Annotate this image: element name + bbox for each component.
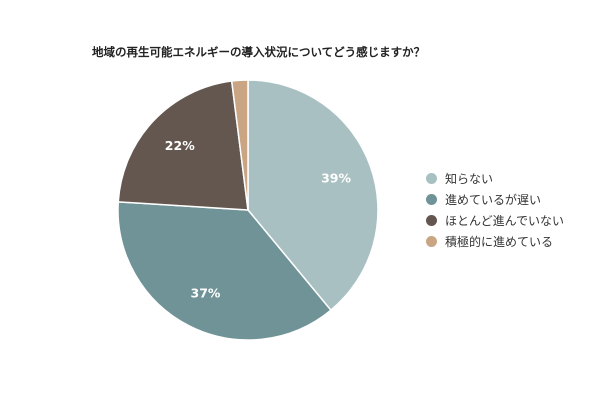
legend-label: 進めているが遅い: [445, 193, 542, 207]
legend-label: ほとんど進んでいない: [445, 214, 565, 228]
pie-data-label-2: 37%: [191, 285, 221, 300]
legend-swatch: [426, 194, 437, 205]
legend-swatch: [426, 215, 437, 226]
legend-swatch: [426, 173, 437, 184]
legend-label: 積極的に進めている: [445, 235, 554, 249]
pie-data-label-1: 39%: [321, 170, 351, 185]
pie-data-label-3: 22%: [165, 138, 195, 153]
legend: 知らない 進めているが遅い ほとんど進んでいない 積極的に進めている: [426, 168, 564, 252]
legend-item-shiranai[interactable]: 知らない: [426, 168, 564, 189]
legend-item-susumeteiruga-osoi[interactable]: 進めているが遅い: [426, 189, 564, 210]
legend-item-hotondo-susundeinai[interactable]: ほとんど進んでいない: [426, 210, 564, 231]
pie-slice-1[interactable]: [247, 79, 379, 312]
legend-swatch: [426, 236, 437, 247]
chart-title: 地域の再生可能エネルギーの導入状況についてどう感じますか？: [92, 45, 426, 59]
pie-slice-4[interactable]: [230, 79, 249, 211]
pie-slice-3[interactable]: [117, 80, 249, 211]
legend-item-sekkyokuteki[interactable]: 積極的に進めている: [426, 231, 564, 252]
legend-label: 知らない: [445, 172, 494, 186]
pie-slice-2[interactable]: [117, 201, 332, 341]
